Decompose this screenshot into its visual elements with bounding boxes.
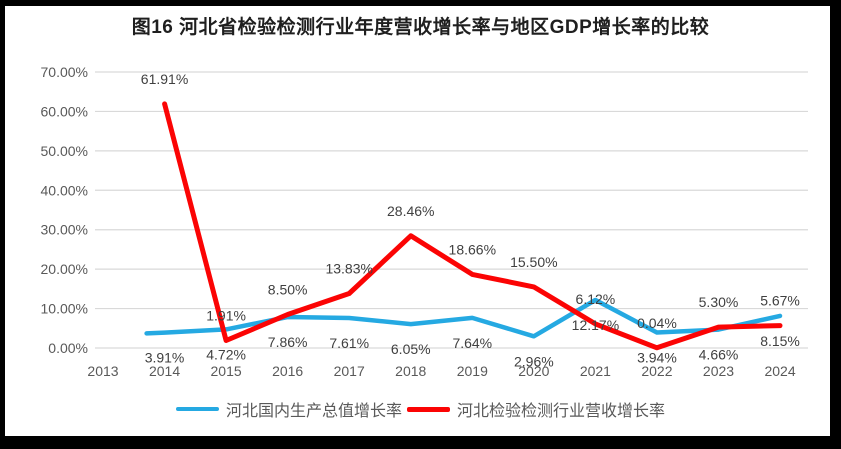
gdp-growth-line — [144, 297, 783, 339]
data-label: 5.67% — [760, 293, 800, 309]
revenue-line-swatch-icon — [407, 406, 450, 412]
data-label: 15.50% — [510, 254, 557, 270]
x-axis-tick-label: 2021 — [580, 363, 611, 379]
data-label: 2.96% — [514, 353, 554, 369]
y-axis-tick-label: 30.00% — [41, 222, 88, 238]
revenue-growth-line — [162, 101, 783, 351]
x-axis-tick-label: 2024 — [764, 363, 795, 379]
data-label: 3.91% — [145, 350, 185, 366]
data-label: 12.17% — [572, 317, 619, 333]
legend-label-revenue-growth: 河北检验检测行业营收增长率 — [457, 403, 666, 420]
data-label: 1.91% — [206, 307, 246, 323]
legend-item-gdp-growth: 河北国内生产总值增长率 — [175, 397, 402, 421]
chart-title: 图16 河北省检验检测行业年度营收增长率与地区GDP增长率的比较 — [131, 17, 710, 38]
data-label: 3.94% — [637, 349, 677, 365]
x-axis-tick-label: 2019 — [457, 363, 488, 379]
data-label: 5.30% — [699, 294, 739, 310]
y-axis-tick-label: 0.00% — [48, 340, 88, 356]
y-axis-tick-label: 60.00% — [41, 103, 88, 119]
x-axis-tick-label: 2020 — [518, 363, 549, 379]
x-axis-tick-label: 2018 — [395, 363, 426, 379]
data-label: 8.50% — [268, 281, 308, 297]
data-label: 13.83% — [325, 260, 372, 276]
data-label: 28.46% — [387, 203, 434, 219]
x-axis-tick-label: 2016 — [272, 363, 303, 379]
data-label: 7.64% — [452, 335, 492, 351]
x-axis-tick-label: 2015 — [211, 363, 242, 379]
x-axis-tick-label: 2017 — [334, 363, 365, 379]
chart-surface — [5, 6, 830, 436]
chart-legend: 河北国内生产总值增长率 河北检验检测行业营收增长率 — [0, 397, 841, 421]
x-axis-tick-label: 2013 — [87, 363, 118, 379]
data-label: 8.15% — [760, 333, 800, 349]
data-label: 4.72% — [206, 346, 246, 362]
data-label: 18.66% — [449, 241, 496, 257]
data-label: 0.04% — [637, 315, 677, 331]
legend-label-gdp-growth: 河北国内生产总值增长率 — [225, 403, 402, 420]
data-label: 4.66% — [699, 347, 739, 363]
data-label: 6.12% — [576, 291, 616, 307]
y-axis-tick-label: 10.00% — [41, 301, 88, 317]
x-axis-tick-label: 2014 — [149, 363, 180, 379]
x-axis-tick-label: 2022 — [641, 363, 672, 379]
gdp-line-swatch-icon — [175, 407, 219, 411]
y-axis-tick-label: 70.00% — [41, 64, 88, 80]
data-label: 7.61% — [329, 335, 369, 351]
y-axis-tick-label: 50.00% — [41, 143, 88, 159]
y-axis-tick-label: 20.00% — [41, 261, 88, 277]
x-axis-tick-label: 2023 — [703, 363, 734, 379]
data-label: 7.86% — [268, 334, 308, 350]
data-label: 61.91% — [141, 71, 188, 87]
legend-item-revenue-growth: 河北检验检测行业营收增长率 — [407, 397, 665, 421]
y-axis-tick-label: 40.00% — [41, 182, 88, 198]
data-label: 6.05% — [391, 341, 431, 357]
